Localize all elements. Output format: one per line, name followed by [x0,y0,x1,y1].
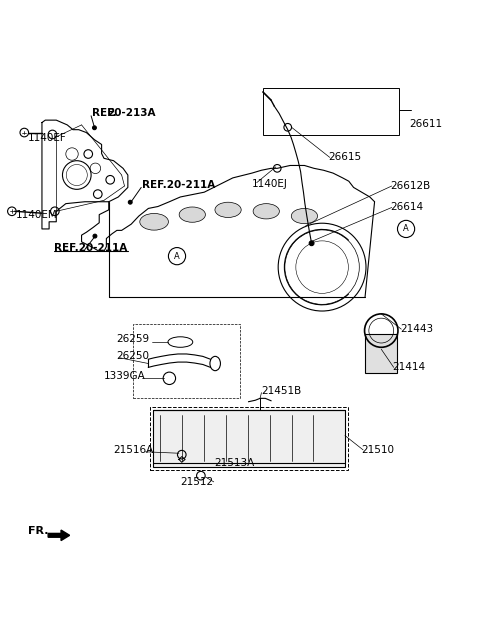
Text: FR.: FR. [28,526,48,536]
Text: REF.20-211A: REF.20-211A [142,180,216,190]
Ellipse shape [215,202,241,218]
Text: 21513A: 21513A [214,459,254,468]
Text: 26614: 26614 [390,202,423,213]
Text: 21443: 21443 [400,324,433,334]
Text: 26250: 26250 [116,352,149,361]
Ellipse shape [291,209,318,223]
Text: 26259: 26259 [116,334,149,344]
Text: 26612B: 26612B [390,181,431,191]
Ellipse shape [179,207,205,222]
Text: 21516A: 21516A [114,445,154,455]
Text: 26611: 26611 [409,119,443,129]
Text: 1140EM: 1140EM [16,210,58,220]
Text: 21451B: 21451B [262,386,302,396]
Text: A: A [403,225,409,233]
Circle shape [93,234,97,238]
Text: 1140EF: 1140EF [28,133,66,143]
Text: REF.: REF. [92,108,117,118]
Text: 1339GA: 1339GA [104,371,146,381]
Text: 20-213A: 20-213A [108,108,156,118]
Text: 21414: 21414 [393,363,426,372]
Ellipse shape [140,213,168,230]
Bar [153,410,345,467]
Bar [365,334,397,373]
Text: 1140EJ: 1140EJ [252,178,288,189]
Text: REF.20-211A: REF.20-211A [54,243,127,253]
Circle shape [309,241,314,245]
Text: 26615: 26615 [328,153,361,162]
Circle shape [128,200,132,204]
Ellipse shape [253,204,279,219]
Text: A: A [174,252,180,261]
Text: 21510: 21510 [362,445,395,455]
Bar [132,325,240,399]
Text: 21512: 21512 [180,477,214,487]
Bar [150,407,348,470]
Circle shape [93,126,96,129]
FancyArrow shape [48,530,70,540]
Bar [263,88,399,135]
